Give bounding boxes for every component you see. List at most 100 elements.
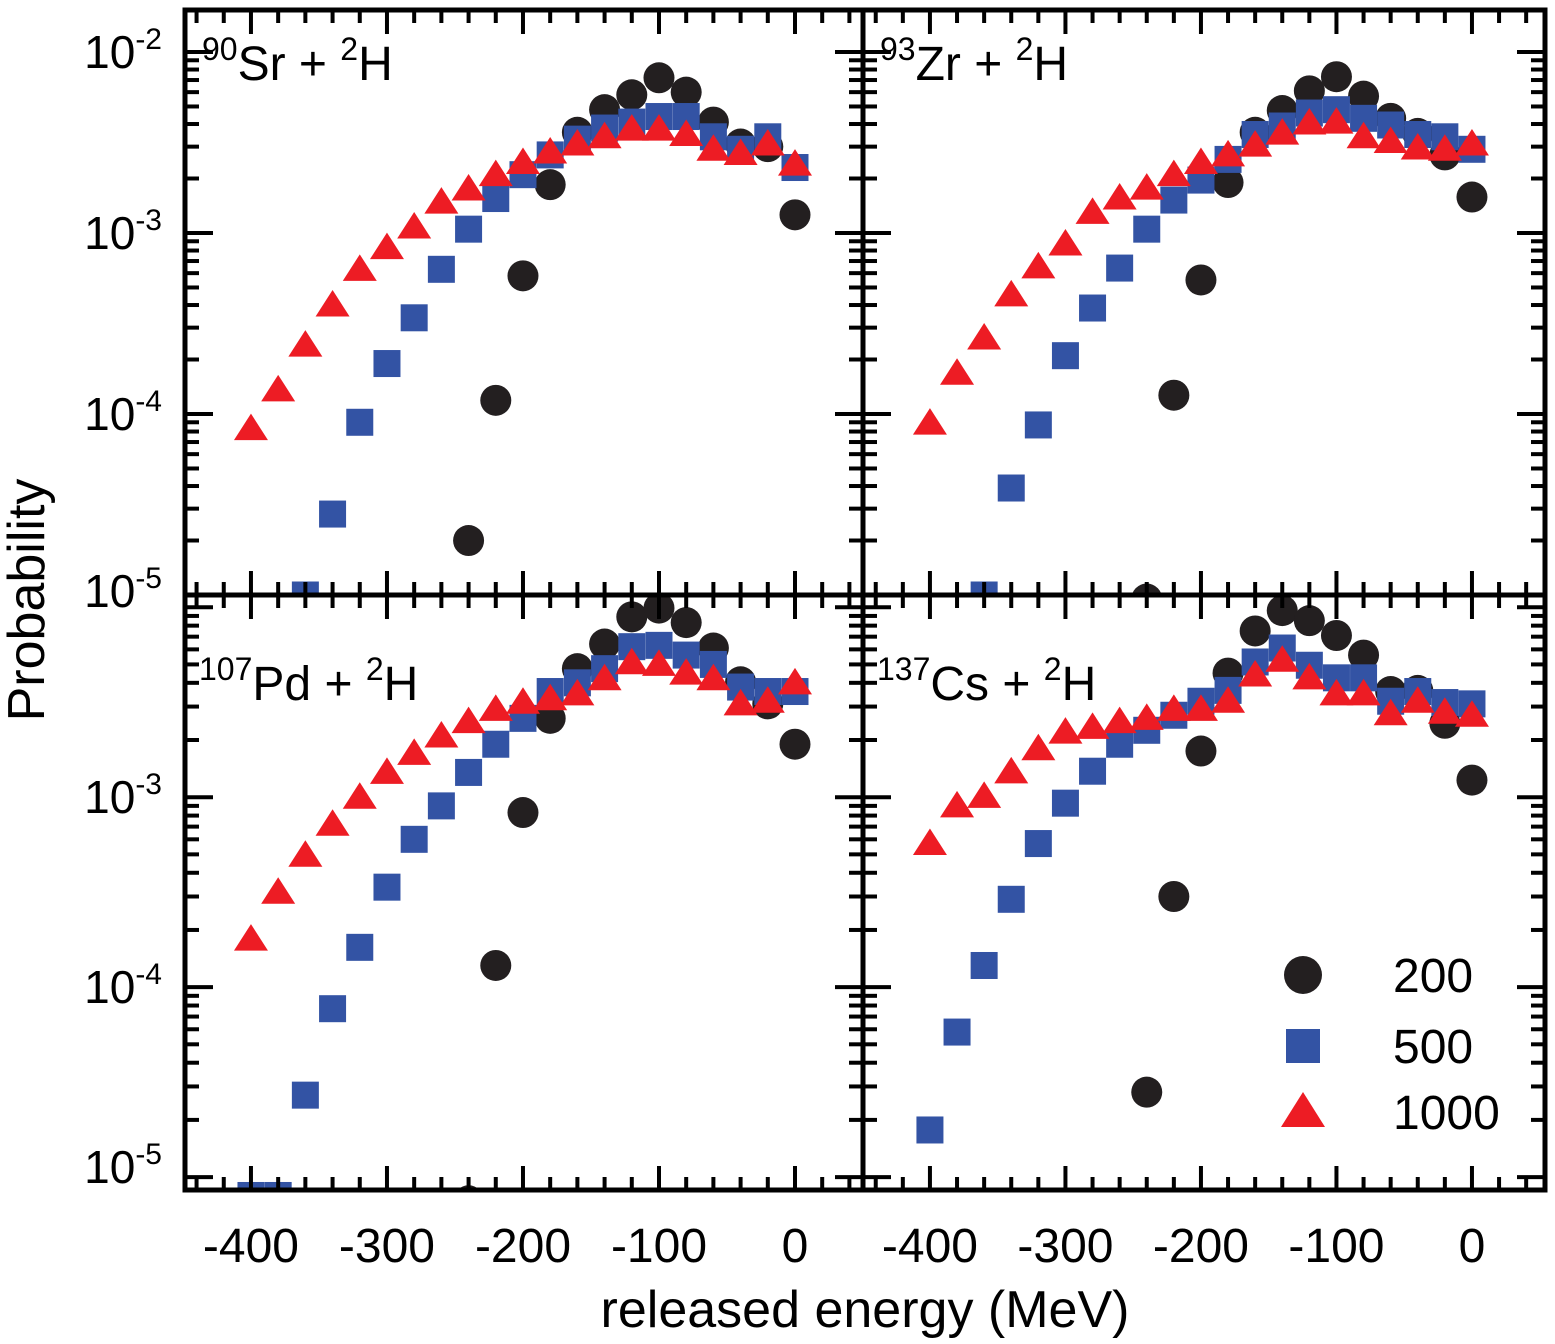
- data-point-1000: [533, 137, 568, 164]
- data-point-500: [455, 215, 483, 243]
- y-tick-label: 10-3: [84, 768, 162, 823]
- x-tick-label: -400: [882, 1220, 978, 1273]
- data-point-1000: [1021, 251, 1056, 279]
- panel-title: 90Sr + 2H: [202, 31, 393, 91]
- data-point-1000: [1075, 712, 1110, 739]
- data-point-1000: [1319, 107, 1354, 134]
- data-point-1000: [587, 121, 622, 149]
- data-point-1000: [723, 688, 758, 716]
- data-point-200: [670, 607, 702, 639]
- data-point-1000: [587, 663, 622, 691]
- data-point-500: [291, 1081, 319, 1109]
- data-point-1000: [1156, 159, 1191, 187]
- data-point-200: [1293, 75, 1325, 107]
- data-point-200: [616, 601, 648, 633]
- panel-border: [860, 7, 1548, 598]
- data-point-500: [319, 995, 347, 1023]
- data-point-200: [1320, 619, 1352, 651]
- panel-data-1: [912, 61, 1489, 595]
- data-point-1000: [261, 877, 296, 904]
- data-point-200: [1158, 881, 1190, 913]
- data-point-200: [1185, 264, 1217, 296]
- data-point-200: [534, 702, 566, 734]
- data-point-500: [319, 500, 347, 528]
- data-point-500: [482, 730, 510, 758]
- data-point-1000: [451, 174, 486, 201]
- data-point-1000: [614, 647, 649, 675]
- legend-label: 500: [1393, 1021, 1473, 1074]
- panel-data-2: [233, 595, 812, 1190]
- data-point-1000: [777, 149, 812, 176]
- data-point-1000: [1211, 139, 1246, 167]
- data-point-1000: [1400, 132, 1435, 160]
- data-point-1000: [369, 757, 404, 784]
- data-point-1000: [478, 694, 513, 721]
- data-point-500: [427, 792, 455, 820]
- panel-border: [860, 592, 1548, 1193]
- data-point-1000: [1129, 703, 1164, 730]
- data-point-1000: [369, 232, 404, 260]
- data-point-1000: [1427, 134, 1462, 161]
- data-point-500: [916, 1116, 944, 1144]
- data-point-500: [346, 408, 374, 436]
- data-point-1000: [1211, 686, 1246, 713]
- data-point-500: [482, 185, 510, 213]
- data-point-200: [1158, 379, 1190, 411]
- panel-ticks: [863, 595, 1545, 1190]
- data-point-1000: [967, 781, 1002, 808]
- data-point-500: [1106, 730, 1134, 758]
- panel-title: 107Pd + 2H: [199, 651, 418, 711]
- legend-label: 200: [1393, 950, 1473, 1003]
- data-point-1000: [315, 290, 350, 317]
- data-point-200: [1348, 80, 1380, 112]
- y-tick-label: 10-5: [84, 1138, 162, 1193]
- x-tick-label: -100: [611, 1220, 707, 1273]
- x-tick-label: 0: [1459, 1220, 1486, 1273]
- data-point-200: [1239, 615, 1271, 647]
- data-point-1000: [696, 134, 731, 161]
- data-point-500: [427, 255, 455, 283]
- x-tick-label: -400: [203, 1220, 299, 1273]
- data-point-1000: [696, 663, 731, 691]
- data-point-200: [480, 949, 512, 981]
- data-point-500: [373, 350, 401, 378]
- panel-title: 137Cs + 2H: [877, 651, 1096, 711]
- data-point-1000: [669, 658, 704, 685]
- x-axis-label: released energy (MeV): [601, 1281, 1130, 1339]
- data-point-1000: [1454, 700, 1489, 727]
- data-point-1000: [1238, 130, 1273, 157]
- x-tick-label: -300: [1017, 1220, 1113, 1273]
- data-point-1000: [912, 408, 947, 435]
- data-point-200: [589, 628, 621, 660]
- data-point-1000: [750, 129, 785, 156]
- data-point-500: [1133, 215, 1161, 243]
- data-point-1000: [478, 159, 513, 187]
- data-point-1000: [1129, 173, 1164, 200]
- data-point-200: [453, 525, 485, 557]
- data-point-1000: [233, 924, 268, 951]
- data-point-1000: [342, 782, 377, 809]
- data-point-1000: [505, 687, 540, 714]
- data-point-1000: [967, 322, 1002, 350]
- panel-ticks: [185, 10, 863, 595]
- panel-data-3: [912, 595, 1489, 1144]
- data-point-200: [779, 199, 811, 231]
- y-tick-label: 10-4: [84, 958, 162, 1013]
- data-point-500: [970, 951, 998, 979]
- y-tick-label: 10-3: [84, 204, 162, 259]
- data-point-1000: [288, 840, 323, 867]
- data-point-1000: [342, 254, 377, 281]
- data-point-1000: [1075, 197, 1110, 224]
- x-tick-label: -200: [1153, 1220, 1249, 1273]
- data-point-1000: [1346, 121, 1381, 149]
- data-point-1000: [288, 330, 323, 357]
- data-point-1000: [1048, 228, 1083, 256]
- data-point-1000: [994, 756, 1029, 784]
- data-point-1000: [424, 720, 459, 748]
- legend-triangle-icon: [1281, 1092, 1325, 1127]
- data-point-1000: [1238, 659, 1273, 687]
- data-point-500: [400, 825, 428, 853]
- data-point-500: [943, 1018, 971, 1046]
- data-point-1000: [1021, 733, 1056, 761]
